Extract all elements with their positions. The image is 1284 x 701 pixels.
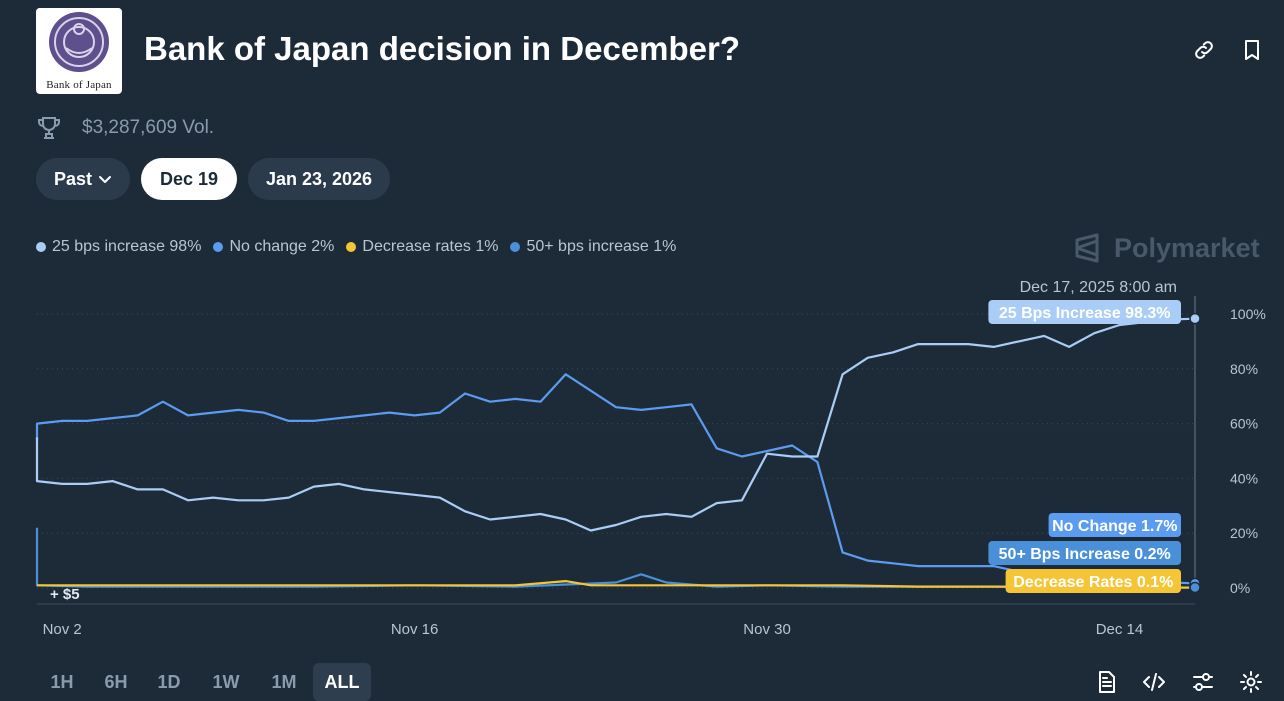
tab-dec-19[interactable]: Dec 19 [141,158,237,200]
x-tick-label: Nov 2 [43,621,82,638]
series-line-no-change[interactable] [35,373,1196,585]
legend-label: Decrease rates 1% [362,238,499,255]
range-1w[interactable]: 1W [212,671,240,692]
range-1d[interactable]: 1D [157,671,181,692]
sliders-icon[interactable] [1191,670,1215,694]
embed-code-icon[interactable] [1142,670,1166,694]
legend-item[interactable]: Decrease rates 1% [346,238,498,256]
y-tick-label: 20% [1230,525,1258,541]
y-tick-label: 40% [1230,470,1258,486]
range-1h[interactable]: 1H [50,671,74,692]
volume-text: $3,287,609 Vol. [82,117,215,138]
hover-date-label: Dec 17, 2025 8:00 am [1020,279,1177,296]
tab-label: Past [53,168,93,189]
volume-marker: + $5 [50,586,80,603]
legend-dot [510,242,521,252]
legend-item[interactable]: 50+ bps increase 1% [510,238,676,256]
legend-dot [36,242,46,252]
chart-legend: 25 bps increase 98% No change 2% Decrease … [36,238,688,256]
y-tick-label: 60% [1230,416,1258,432]
tab-jan-23-2026[interactable]: Jan 23, 2026 [248,158,390,200]
range-6h[interactable]: 6H [104,671,128,692]
document-icon[interactable] [1094,670,1118,694]
series-tooltip-box [1048,513,1181,537]
chevron-down-icon [99,176,112,183]
tab-label: Dec 19 [159,168,219,189]
legend-item[interactable]: 25 bps increase 98% [36,238,201,256]
settings-gear-icon[interactable] [1239,670,1263,694]
legend-dot [346,242,357,252]
series-tooltip-box [1005,569,1181,593]
series-tooltip-label: Decrease Rates 0.1% [1013,574,1173,591]
market-title: Bank of Japan decision in December? [144,30,740,67]
probability-chart[interactable]: 100% 80% 60% 40% 20% 0% Nov 2 Nov 16 Nov 30 Dec 1… [0,260,1284,650]
trophy-icon [38,117,60,139]
volume-row: $3,287,609 Vol. [36,114,214,142]
legend-label: 25 bps increase 98% [52,238,202,255]
link-icon[interactable] [1192,38,1216,62]
series-end-dot [1189,581,1201,594]
y-tick-label: 100% [1230,306,1266,322]
y-tick-label: 80% [1230,361,1258,377]
series-tooltip-label: 25 Bps Increase 98.3% [999,305,1171,322]
series-tooltip-label: 50+ Bps Increase 0.2% [999,546,1171,563]
series-tooltip-box [988,541,1181,565]
range-1m[interactable]: 1M [271,671,297,692]
range-all[interactable]: ALL [313,663,371,701]
bank-seal-icon [36,8,122,80]
series-tooltip-box [988,300,1181,324]
polymarket-watermark: Polymarket [1072,232,1260,264]
series-end-dot [1189,312,1201,325]
legend-item[interactable]: No change 2% [213,238,334,256]
polymarket-logo-icon [1075,233,1099,263]
bookmark-icon[interactable] [1240,38,1264,62]
legend-dot [213,242,224,252]
logo-caption: Bank of Japan [46,79,112,91]
tab-past[interactable]: Past [36,158,130,200]
x-tick-label: Nov 16 [391,621,439,638]
series-line-25-bps-increase[interactable] [35,317,1196,532]
legend-label: 50+ bps increase 1% [526,238,677,255]
x-tick-label: Nov 30 [743,621,791,638]
watermark-text: Polymarket [1114,232,1260,263]
market-logo: Bank of Japan [36,8,122,94]
x-tick-label: Dec 14 [1096,621,1144,638]
series-tooltip-label: No Change 1.7% [1052,518,1177,535]
y-tick-label: 0% [1230,580,1250,596]
tab-label: Jan 23, 2026 [265,168,373,189]
legend-label: No change 2% [229,238,335,255]
